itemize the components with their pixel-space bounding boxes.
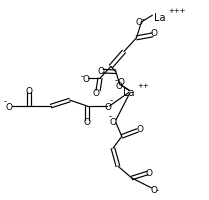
- Text: O: O: [110, 117, 117, 126]
- Text: +++: +++: [168, 8, 186, 14]
- Text: O: O: [116, 81, 123, 90]
- Text: O: O: [5, 102, 12, 111]
- Text: O: O: [97, 66, 104, 75]
- Text: -: -: [141, 15, 145, 24]
- Text: -: -: [108, 112, 111, 121]
- Text: O: O: [117, 77, 124, 86]
- Text: -: -: [4, 96, 7, 105]
- Text: -: -: [156, 185, 159, 194]
- Text: La: La: [154, 13, 166, 23]
- Text: O: O: [146, 168, 153, 177]
- Text: O: O: [25, 86, 33, 95]
- Text: O: O: [82, 74, 89, 83]
- Text: La: La: [124, 88, 135, 98]
- Text: O: O: [92, 88, 99, 97]
- Text: ++: ++: [137, 82, 149, 88]
- Text: -: -: [110, 96, 113, 105]
- Text: O: O: [151, 29, 158, 38]
- Text: -: -: [80, 71, 84, 80]
- Text: O: O: [135, 18, 143, 27]
- Text: -: -: [114, 75, 117, 84]
- Text: O: O: [84, 118, 91, 127]
- Text: O: O: [150, 185, 157, 194]
- Text: O: O: [104, 102, 112, 111]
- Text: O: O: [136, 124, 143, 133]
